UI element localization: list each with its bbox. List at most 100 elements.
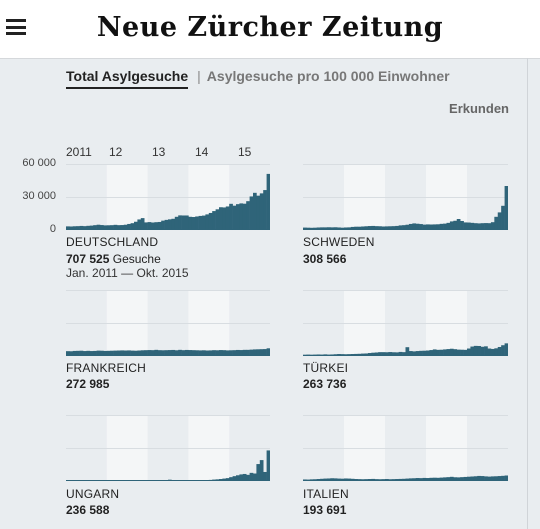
bar [426, 224, 430, 230]
bar [501, 205, 505, 230]
bar [487, 348, 492, 356]
bar [350, 478, 355, 481]
bar [426, 350, 430, 356]
bar [161, 350, 165, 356]
country-label-ungarn: UNGARN [66, 487, 120, 501]
year-label-2011: 2011 [66, 145, 92, 159]
bar [86, 350, 91, 356]
bar [467, 348, 471, 356]
bar [147, 222, 152, 230]
bar [429, 350, 434, 356]
bar [422, 350, 427, 356]
explore-link[interactable]: Erkunden [449, 101, 509, 116]
bar [439, 477, 444, 481]
bar [246, 201, 250, 230]
country-label-deutschland: DEUTSCHLAND [66, 235, 159, 249]
bar [473, 223, 478, 230]
chart-ungarn[interactable] [66, 415, 270, 481]
bar [463, 476, 468, 481]
tab-per-capita[interactable]: Asylgesuche pro 100 000 Einwohner [206, 68, 450, 84]
bar [361, 353, 365, 356]
bar [422, 224, 427, 230]
bar [378, 226, 382, 230]
bar [320, 227, 324, 230]
date-range: Jan. 2011 — Okt. 2015 [66, 266, 189, 280]
bar [357, 353, 362, 356]
bar [494, 476, 499, 481]
bar [191, 217, 196, 230]
bar [309, 227, 314, 230]
bar [398, 478, 403, 481]
bar [419, 350, 423, 356]
bar [443, 477, 447, 481]
chart-tuerkei[interactable] [303, 290, 508, 356]
chart-italien[interactable] [303, 415, 508, 481]
bar [239, 350, 244, 356]
panel-border [527, 58, 528, 529]
bar [232, 476, 237, 481]
total-frankreich: 272 985 [66, 377, 110, 391]
bar [225, 206, 230, 230]
bar [436, 224, 440, 230]
bar [467, 476, 471, 481]
chart-deutschland[interactable] [66, 164, 270, 230]
tab-total-asylgesuche[interactable]: Total Asylgesuche [66, 68, 189, 89]
bar [490, 348, 495, 356]
bar [113, 350, 118, 356]
bar [96, 350, 101, 356]
bar [456, 219, 461, 230]
bar [432, 224, 437, 230]
bar [215, 350, 220, 356]
bar [303, 227, 307, 230]
bar [266, 173, 270, 230]
bar [123, 350, 128, 356]
bar [347, 478, 352, 481]
bar [232, 205, 237, 230]
chart-svg [303, 290, 508, 356]
total-italien: 193 691 [303, 503, 347, 517]
bar [103, 350, 108, 356]
bar [83, 351, 87, 356]
bar [460, 477, 464, 481]
header: Neue Zürcher Zeitung [0, 0, 540, 59]
bar [117, 350, 121, 356]
bar [354, 226, 358, 230]
site-logo[interactable]: Neue Zürcher Zeitung [96, 12, 444, 43]
bar [110, 225, 114, 230]
bar [225, 350, 230, 356]
bar [374, 352, 379, 356]
bar [429, 477, 434, 481]
bar [79, 350, 84, 356]
bar [188, 350, 193, 356]
bar [249, 196, 254, 230]
bar [490, 222, 495, 230]
hamburger-menu-icon[interactable] [6, 19, 26, 35]
bar [456, 349, 461, 356]
bar [154, 222, 159, 230]
bar [426, 478, 430, 481]
chart-frankreich[interactable] [66, 290, 270, 356]
bar [412, 478, 417, 481]
bar [378, 352, 382, 356]
bar [439, 349, 444, 356]
year-label-13: 13 [152, 145, 166, 159]
bar [395, 225, 399, 230]
bar [480, 476, 485, 481]
bar [110, 350, 114, 356]
y-tick-30000: 30 000 [22, 190, 56, 202]
bar [106, 225, 111, 230]
bar [487, 476, 492, 481]
bar [127, 350, 131, 356]
bar [477, 345, 481, 356]
bar [484, 476, 488, 481]
bar [259, 460, 264, 481]
bar [463, 349, 468, 356]
bar [127, 223, 131, 230]
chart-schweden[interactable] [303, 164, 508, 230]
bar [72, 226, 77, 230]
bar [123, 224, 128, 230]
country-label-italien: ITALIEN [303, 487, 349, 501]
bar [246, 349, 250, 356]
bar [460, 220, 464, 230]
bar [161, 220, 165, 230]
